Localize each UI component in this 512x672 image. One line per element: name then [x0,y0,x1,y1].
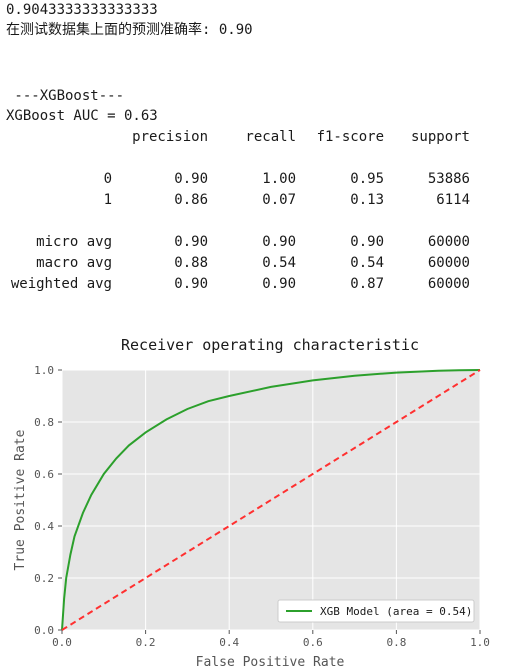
x-tick-label: 0.2 [136,636,156,649]
report-col-recall: recall [245,129,296,145]
row-recall: 0.07 [262,192,296,208]
x-tick-label: 0.4 [219,636,239,649]
row-support: 60000 [427,276,470,292]
row-precision: 0.88 [174,255,208,271]
row-precision: 0.90 [174,276,208,292]
accuracy-line: 在测试数据集上面的预测准确率: 0.90 [6,22,253,38]
roc-chart: 0.0 0.2 0.4 0.6 0.8 1.0 0.0 0.2 0.4 0.6 0.8 1.0 Rec… [13,336,490,670]
legend-label: XGB Model (area = 0.54) [320,605,472,618]
x-tick-label: 0.6 [303,636,323,649]
x-tick-label: 1.0 [470,636,490,649]
model-header: ---XGBoost--- [6,88,125,104]
report-col-support: support [410,129,470,145]
x-tick-label: 0.0 [52,636,72,649]
row-recall: 0.54 [262,255,296,271]
report-col-f1: f1-score [316,129,384,145]
row-recall: 1.00 [262,171,296,187]
x-tick-label: 0.8 [386,636,406,649]
row-recall: 0.90 [262,276,296,292]
row-support: 53886 [427,171,470,187]
x-axis-label: False Positive Rate [196,655,345,670]
row-label: 1 [103,192,112,208]
auc-line: XGBoost AUC = 0.63 [6,108,158,124]
row-support: 6114 [436,192,470,208]
legend: XGB Model (area = 0.54) [277,599,475,623]
row-recall: 0.90 [262,234,296,250]
y-tick-label: 0.6 [34,468,54,481]
row-f1: 0.87 [350,276,384,292]
roc-curve-line [61,369,481,631]
row-precision: 0.86 [174,192,208,208]
axis-ticks: 0.0 0.2 0.4 0.6 0.8 1.0 0.0 0.2 0.4 0.6 0.8 1.0 [34,364,490,649]
row-label: micro avg [36,234,112,250]
chance-diagonal-line [61,369,481,631]
chart-title: Receiver operating characteristic [121,336,419,354]
row-precision: 0.90 [174,234,208,250]
y-axis-label: True Positive Rate [13,429,28,570]
legend-box [277,599,475,623]
y-tick-label: 0.0 [34,624,54,637]
report-col-precision: precision [132,129,208,145]
row-support: 60000 [427,234,470,250]
y-tick-label: 0.4 [34,520,54,533]
row-label: 0 [103,171,112,187]
y-tick-label: 1.0 [34,364,54,377]
y-tick-label: 0.8 [34,416,54,429]
series-layer [61,369,481,631]
accuracy-value: 0.9043333333333333 [6,2,158,18]
row-f1: 0.95 [350,171,384,187]
row-support: 60000 [427,255,470,271]
row-f1: 0.13 [350,192,384,208]
y-tick-label: 0.2 [34,572,54,585]
row-f1: 0.90 [350,234,384,250]
row-label: macro avg [36,255,112,271]
row-label: weighted avg [10,276,112,292]
row-precision: 0.90 [174,171,208,187]
row-f1: 0.54 [350,255,384,271]
